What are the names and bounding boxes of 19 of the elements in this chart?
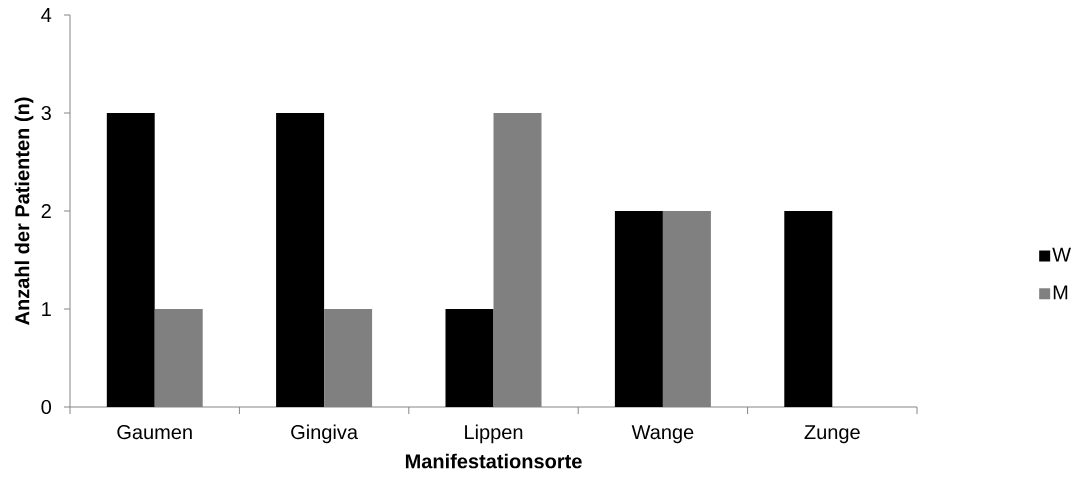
y-tick-label: 3 — [41, 105, 51, 121]
x-tick-label: Wange — [631, 425, 694, 444]
x-tick-label: Zunge — [804, 425, 860, 444]
legend-label: M — [1053, 285, 1068, 300]
bar — [784, 211, 833, 407]
bar — [614, 211, 663, 407]
y-tick-label: 4 — [41, 8, 52, 22]
y-tick-label: 2 — [41, 204, 51, 218]
x-axis-title: Manifestationsorte — [405, 453, 582, 469]
x-tick-label: Lippen — [465, 424, 523, 444]
y-axis-title: Anzahl der Patienten (n) — [14, 97, 34, 325]
bar — [445, 309, 494, 407]
legend-label: W — [1052, 247, 1071, 262]
bar — [276, 113, 325, 407]
x-tick-label: Gaumen — [117, 425, 192, 440]
bar — [106, 113, 155, 407]
y-tick-label: 0 — [41, 399, 52, 415]
x-tick-label: Gingiva — [291, 424, 358, 444]
y-tick-label: 1 — [42, 302, 51, 316]
